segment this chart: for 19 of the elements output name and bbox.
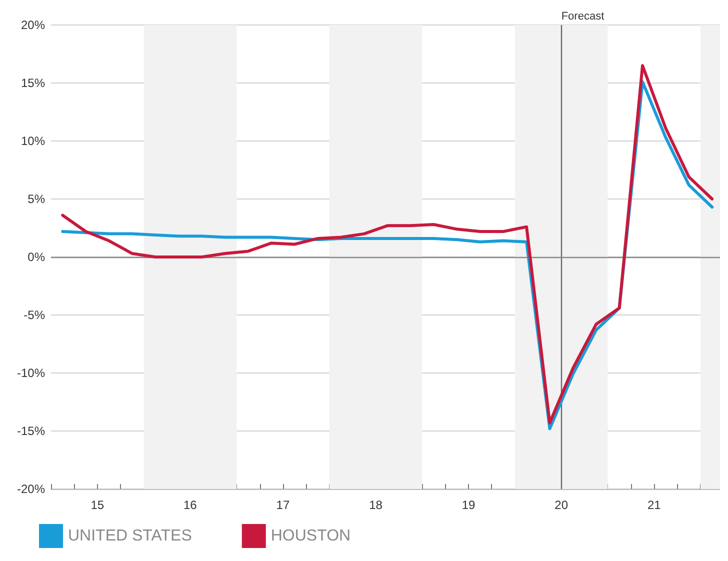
legend-label: HOUSTON: [270, 528, 351, 544]
y-tick-label: -15%: [16, 424, 46, 438]
y-tick-label: 20%: [20, 18, 46, 32]
x-tick-label: 18: [369, 498, 383, 512]
x-tick-label: 20: [554, 498, 568, 512]
ref-line-label: Forecast: [561, 10, 604, 22]
x-tick-label: 16: [184, 498, 198, 512]
x-tick-label: 17: [276, 498, 290, 512]
y-tick-label: -5%: [24, 308, 46, 322]
x-tick-label: 15: [90, 498, 104, 512]
y-tick-label: 5%: [28, 192, 46, 206]
x-tick-label: 21: [647, 498, 662, 512]
y-tick-label: -20%: [16, 482, 46, 496]
y-tick-label: 0%: [28, 250, 46, 264]
x-tick-label: 19: [462, 498, 476, 512]
y-tick-label: 15%: [20, 76, 46, 90]
y-tick-label: -10%: [16, 366, 46, 380]
y-tick-label: 10%: [20, 134, 46, 148]
legend-label: UNITED STATES: [68, 528, 192, 544]
